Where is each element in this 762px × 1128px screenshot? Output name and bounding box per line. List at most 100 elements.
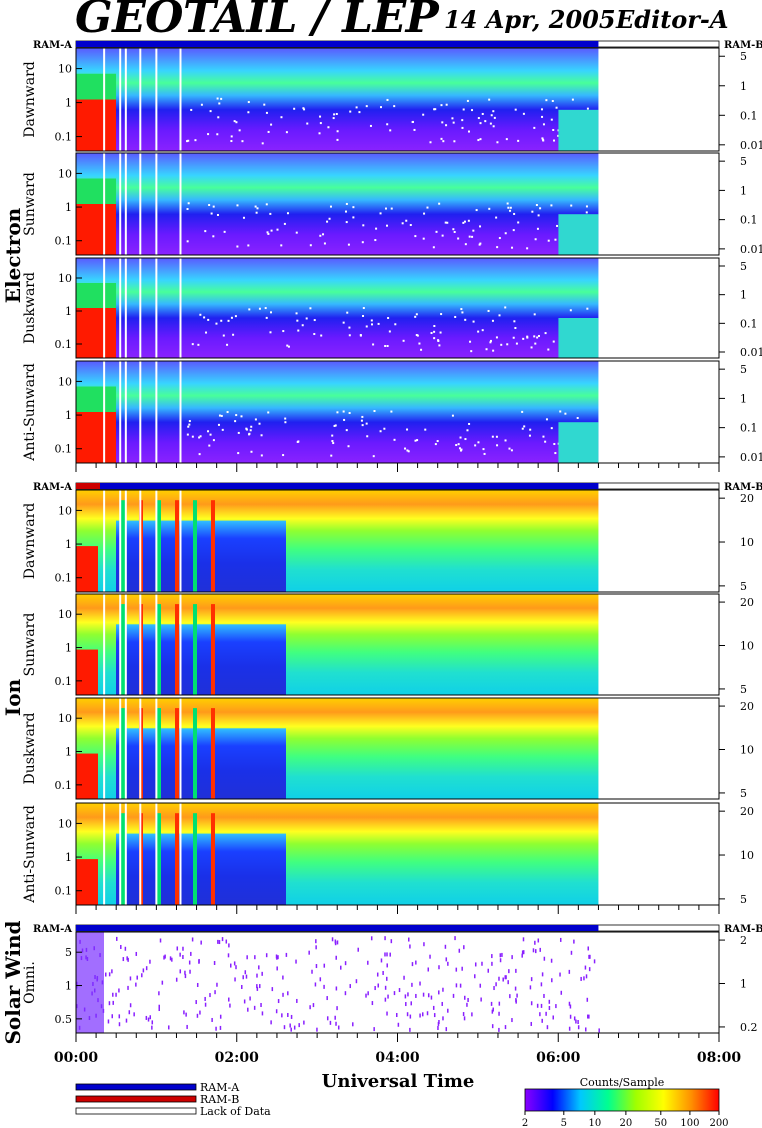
left-tick-label: 1: [65, 409, 72, 422]
data-gap-speck: [492, 110, 495, 113]
solar-wind-count: [492, 1007, 494, 1012]
data-gap-speck: [361, 415, 364, 418]
solar-wind-count: [498, 1027, 500, 1032]
solar-wind-count: [463, 945, 465, 950]
ion-spike: [175, 500, 179, 592]
solar-wind-count: [258, 965, 260, 970]
ram-b-segment: [76, 483, 100, 489]
data-gap-speck: [347, 243, 350, 246]
solar-wind-count: [314, 982, 317, 987]
data-gap-speck: [550, 118, 553, 121]
data-gap-speck: [453, 140, 456, 143]
data-gap-speck: [471, 109, 474, 112]
data-gap-speck: [267, 130, 270, 133]
data-gap-speck: [377, 322, 380, 325]
right-tick-label: 10: [740, 744, 754, 757]
data-gap-speck: [365, 105, 368, 108]
ram-bar-fill: [76, 41, 599, 47]
data-gap-speck: [235, 414, 238, 417]
solar-wind-count: [161, 980, 164, 985]
panel-frame: [75, 257, 720, 359]
solar-wind-count: [344, 961, 347, 966]
solar-wind-count: [384, 936, 386, 941]
data-gap-speck: [409, 224, 412, 227]
data-gap-speck: [552, 340, 555, 343]
data-gap-speck: [414, 315, 417, 318]
data-gap-speck: [507, 206, 510, 209]
data-gap-speck: [352, 206, 355, 209]
ion-early-high: [76, 546, 98, 592]
solar-wind-count: [474, 962, 477, 967]
solar-wind-count: [433, 1013, 436, 1018]
data-gap-speck: [553, 139, 556, 142]
data-gap-speck: [254, 205, 257, 208]
data-gap-speck: [505, 138, 508, 141]
solar-wind-count: [133, 1012, 135, 1017]
solar-wind-count: [501, 952, 503, 957]
right-tick-label: 0.01: [740, 346, 762, 359]
data-gap-speck: [433, 337, 436, 340]
electron-early-mid: [76, 178, 116, 204]
data-gap-speck: [207, 133, 210, 136]
solar-wind-count: [229, 1003, 231, 1008]
solar-wind-count: [463, 1016, 466, 1021]
solar-wind-count: [454, 936, 456, 941]
data-gap-speck: [234, 315, 237, 318]
data-gap-speck: [470, 350, 473, 353]
solar-wind-count: [521, 950, 524, 955]
data-gap-speck: [386, 98, 389, 101]
data-gap-speck: [539, 207, 542, 210]
data-gap-speck: [569, 309, 572, 312]
solar-wind-count: [559, 937, 562, 942]
solar-wind-count: [260, 1002, 262, 1007]
solar-wind-count: [498, 1011, 500, 1016]
data-gap-speck: [442, 140, 445, 143]
solar-wind-count: [112, 1000, 114, 1005]
x-tick-label: 02:00: [215, 1050, 259, 1066]
data-gap-speck: [344, 210, 347, 213]
ion-spike: [175, 708, 179, 799]
left-tick-label: 0.5: [55, 1013, 73, 1026]
data-gap-speck: [411, 120, 414, 123]
colorbar-tick-label: 50: [654, 1118, 667, 1128]
solar-wind-count: [437, 1026, 439, 1031]
solar-wind-count: [111, 969, 113, 974]
data-gap-speck: [444, 221, 447, 224]
panel-label: Omni.: [22, 961, 38, 1004]
data-gap-speck: [270, 123, 273, 126]
solar-wind-count: [386, 963, 388, 968]
solar-wind-count: [504, 975, 506, 980]
data-gap-speck: [453, 231, 456, 234]
solar-wind-count: [514, 986, 517, 991]
data-gap-speck: [366, 435, 369, 438]
data-gap-speck: [331, 439, 334, 442]
data-gap-speck: [380, 106, 383, 109]
data-gap-speck: [342, 410, 345, 413]
colorbar-tick-label: 2: [522, 1118, 528, 1128]
solar-wind-count: [543, 993, 545, 998]
data-gap-speck: [237, 431, 240, 434]
panel-frame: [75, 931, 720, 1034]
data-gap-speck: [438, 344, 441, 347]
data-gap-speck: [313, 333, 316, 336]
data-gap-speck: [335, 112, 338, 115]
data-gap-speck: [487, 309, 490, 312]
solar-wind-count: [588, 967, 591, 972]
solar-wind-count: [228, 943, 230, 948]
solar-wind-count: [374, 986, 376, 991]
right-tick-label: 0.1: [740, 214, 758, 227]
data-gap-speck: [506, 343, 509, 346]
solar-wind-count: [195, 1000, 197, 1005]
solar-wind-count: [409, 1027, 411, 1032]
ion-spike: [121, 604, 125, 695]
data-gap-speck: [423, 212, 426, 215]
data-gap-speck: [533, 126, 536, 129]
right-tick-label: 0.1: [740, 317, 758, 330]
solar-wind-count: [277, 999, 280, 1004]
data-gap-speck: [529, 428, 532, 431]
solar-wind-count: [515, 968, 517, 973]
data-gap-speck: [208, 444, 211, 447]
data-gap-speck: [371, 323, 374, 326]
solar-wind-count: [242, 975, 244, 980]
data-gap-speck: [362, 314, 365, 317]
